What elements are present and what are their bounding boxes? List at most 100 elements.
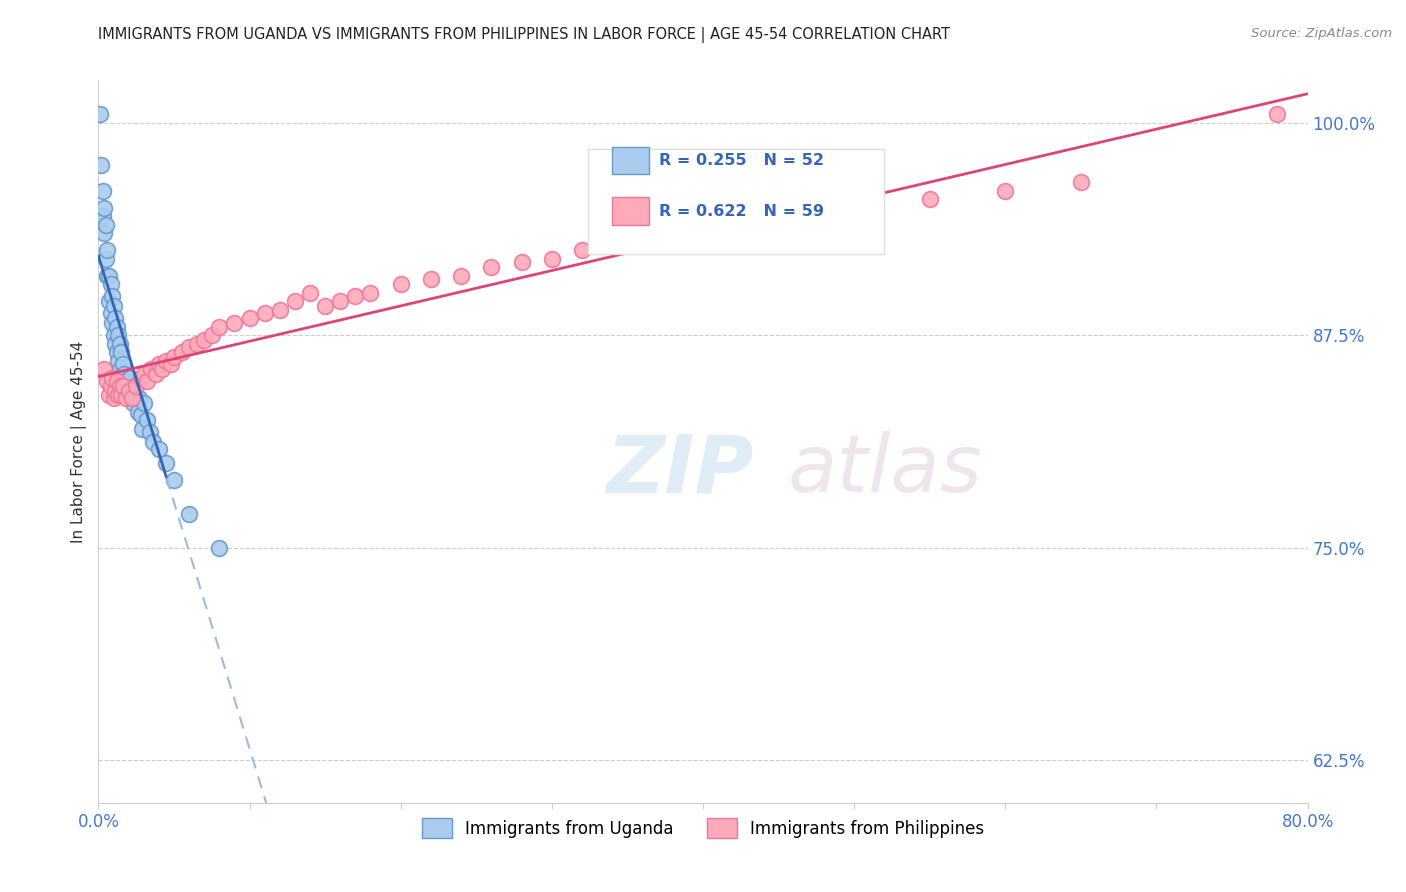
- Point: [108, 336, 131, 351]
- Point: [101, 371, 124, 385]
- Point: [783, 209, 806, 223]
- Point: [96, 374, 118, 388]
- Point: [186, 336, 208, 351]
- Point: [510, 255, 533, 269]
- Point: [107, 353, 129, 368]
- Point: [103, 391, 125, 405]
- Point: [132, 368, 155, 382]
- Text: atlas: atlas: [787, 432, 983, 509]
- Point: [269, 302, 291, 317]
- Point: [96, 244, 118, 258]
- Point: [108, 362, 131, 376]
- Point: [163, 473, 186, 487]
- Point: [179, 507, 201, 521]
- Point: [994, 184, 1017, 198]
- Point: [193, 334, 215, 348]
- Point: [1267, 107, 1289, 121]
- Point: [107, 328, 129, 343]
- Point: [93, 362, 115, 376]
- Point: [239, 311, 262, 326]
- Point: [121, 388, 143, 402]
- Point: [114, 391, 136, 405]
- Point: [118, 388, 141, 402]
- Point: [481, 260, 503, 275]
- Point: [224, 317, 246, 331]
- Y-axis label: In Labor Force | Age 45-54: In Labor Force | Age 45-54: [72, 341, 87, 542]
- Point: [127, 405, 149, 419]
- Point: [103, 299, 125, 313]
- Point: [101, 317, 124, 331]
- Point: [155, 456, 177, 470]
- Point: [118, 384, 141, 399]
- Point: [115, 383, 138, 397]
- Point: [93, 227, 115, 241]
- Point: [299, 285, 322, 300]
- Point: [737, 218, 759, 232]
- Point: [91, 184, 114, 198]
- Point: [104, 336, 127, 351]
- Point: [131, 422, 153, 436]
- Point: [105, 345, 128, 359]
- Legend: Immigrants from Uganda, Immigrants from Philippines: Immigrants from Uganda, Immigrants from …: [415, 812, 991, 845]
- Point: [98, 388, 121, 402]
- Point: [141, 362, 163, 376]
- Point: [208, 541, 231, 555]
- Point: [135, 374, 157, 388]
- Point: [148, 357, 170, 371]
- Point: [129, 408, 152, 422]
- Text: IMMIGRANTS FROM UGANDA VS IMMIGRANTS FROM PHILIPPINES IN LABOR FORCE | AGE 45-54: IMMIGRANTS FROM UGANDA VS IMMIGRANTS FRO…: [98, 27, 950, 43]
- Point: [112, 368, 135, 382]
- Point: [101, 289, 124, 303]
- Point: [114, 374, 136, 388]
- Text: R = 0.255   N = 52: R = 0.255 N = 52: [659, 153, 824, 168]
- Text: Source: ZipAtlas.com: Source: ZipAtlas.com: [1251, 27, 1392, 40]
- Point: [844, 201, 866, 215]
- Point: [125, 379, 148, 393]
- Point: [389, 277, 412, 292]
- Point: [105, 374, 128, 388]
- Point: [661, 231, 683, 245]
- Point: [120, 371, 142, 385]
- Point: [148, 442, 170, 457]
- Point: [160, 357, 183, 371]
- Point: [110, 371, 132, 385]
- Point: [450, 268, 472, 283]
- Point: [208, 319, 231, 334]
- Point: [107, 388, 129, 402]
- Point: [111, 357, 134, 371]
- Point: [110, 345, 132, 359]
- Point: [121, 391, 143, 405]
- FancyBboxPatch shape: [613, 197, 648, 225]
- Point: [96, 268, 118, 283]
- Point: [132, 396, 155, 410]
- FancyBboxPatch shape: [588, 149, 884, 253]
- Point: [91, 209, 114, 223]
- Point: [90, 158, 112, 172]
- Point: [420, 272, 443, 286]
- Point: [179, 340, 201, 354]
- Point: [129, 371, 152, 385]
- Point: [314, 299, 336, 313]
- Point: [105, 319, 128, 334]
- Point: [128, 391, 150, 405]
- Point: [104, 384, 127, 399]
- Point: [616, 238, 638, 252]
- Point: [150, 362, 173, 376]
- Point: [110, 388, 132, 402]
- Point: [122, 396, 145, 410]
- Point: [918, 192, 941, 206]
- Point: [108, 379, 131, 393]
- Point: [98, 294, 121, 309]
- Point: [111, 379, 134, 393]
- Point: [360, 285, 382, 300]
- Point: [1070, 175, 1092, 189]
- Point: [284, 294, 307, 309]
- Point: [145, 368, 167, 382]
- Point: [329, 294, 352, 309]
- Point: [692, 227, 714, 241]
- Point: [100, 306, 122, 320]
- Point: [93, 201, 115, 215]
- Point: [100, 277, 122, 292]
- Point: [100, 379, 122, 393]
- Point: [540, 252, 562, 266]
